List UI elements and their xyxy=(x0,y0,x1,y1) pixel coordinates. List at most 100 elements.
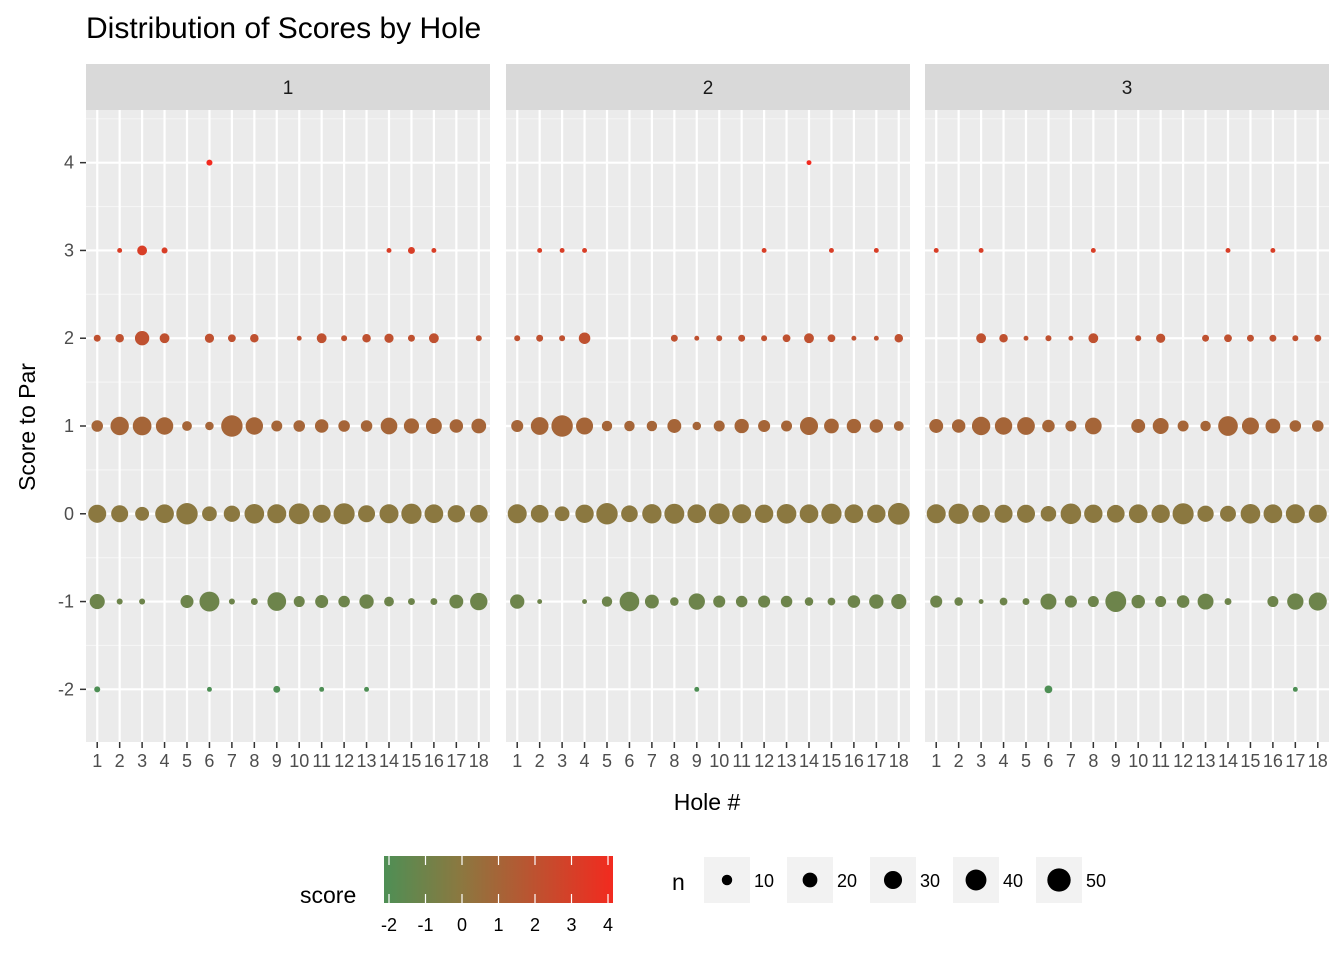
facet-strip xyxy=(506,64,910,110)
data-point xyxy=(536,334,544,342)
data-point xyxy=(776,503,797,524)
data-point xyxy=(88,504,107,523)
x-tick-label: 6 xyxy=(624,751,634,771)
data-point xyxy=(137,245,148,256)
data-point xyxy=(1241,417,1259,435)
size-legend-title: n xyxy=(672,869,685,895)
data-point xyxy=(687,504,707,524)
data-point xyxy=(159,333,170,344)
data-point xyxy=(761,335,768,342)
data-point xyxy=(804,597,814,606)
data-point xyxy=(554,506,570,522)
data-point xyxy=(688,593,705,610)
data-point xyxy=(694,686,700,692)
data-point xyxy=(293,596,305,608)
y-tick-label: -1 xyxy=(58,592,74,612)
data-point xyxy=(1265,418,1281,434)
data-point xyxy=(1022,598,1030,606)
data-point xyxy=(227,334,236,343)
data-point xyxy=(469,504,488,523)
data-point xyxy=(245,417,264,435)
data-point xyxy=(250,333,259,343)
data-point xyxy=(1106,504,1125,523)
data-point xyxy=(180,595,194,609)
data-point xyxy=(1269,334,1277,342)
data-point xyxy=(199,591,220,612)
data-point xyxy=(288,503,310,525)
data-point xyxy=(948,503,969,524)
data-point xyxy=(799,504,819,524)
data-point xyxy=(401,503,422,524)
data-point xyxy=(514,335,521,342)
x-tick-label: 10 xyxy=(1128,751,1148,771)
data-point xyxy=(1263,504,1283,524)
x-tick-label: 3 xyxy=(557,751,567,771)
data-point xyxy=(431,247,437,253)
y-tick-label: -2 xyxy=(58,679,74,699)
data-point xyxy=(646,420,658,432)
x-tick-label: 14 xyxy=(1218,751,1238,771)
data-point xyxy=(338,595,350,608)
data-point xyxy=(1225,247,1231,253)
size-legend-dot xyxy=(721,874,733,886)
data-point xyxy=(471,418,487,434)
x-tick-label: 8 xyxy=(249,751,259,771)
data-point xyxy=(1084,417,1102,435)
data-point xyxy=(1087,596,1099,608)
data-point xyxy=(972,504,990,523)
x-tick-label: 8 xyxy=(1088,751,1098,771)
x-tick-label: 15 xyxy=(1240,751,1260,771)
data-point xyxy=(161,247,168,254)
x-tick-label: 9 xyxy=(272,751,282,771)
x-tick-label: 9 xyxy=(692,751,702,771)
size-legend-label: 30 xyxy=(920,871,940,891)
data-point xyxy=(644,594,659,609)
data-point xyxy=(407,246,415,254)
data-point xyxy=(1197,593,1214,610)
data-point xyxy=(358,505,376,523)
data-point xyxy=(206,686,212,692)
data-point xyxy=(601,420,613,432)
data-point xyxy=(780,595,793,608)
x-tick-label: 7 xyxy=(227,751,237,771)
x-tick-label: 10 xyxy=(709,751,729,771)
data-point xyxy=(1197,505,1214,522)
facet-panel-2: 21 2 3 4 5 6 7 8 9 10 11 12 13 14 15 16 17 18 xyxy=(506,64,910,771)
facet-strip-label: 1 xyxy=(283,78,294,99)
data-point xyxy=(732,504,752,524)
data-point xyxy=(716,335,723,342)
x-tick-label: 3 xyxy=(137,751,147,771)
data-point xyxy=(1131,419,1146,433)
x-tick-label: 5 xyxy=(182,751,192,771)
data-point xyxy=(761,247,767,253)
data-point xyxy=(312,504,331,523)
data-point xyxy=(1042,419,1055,433)
color-legend-label: -1 xyxy=(417,915,433,935)
data-point xyxy=(386,247,392,253)
data-point xyxy=(267,592,287,611)
data-point xyxy=(873,335,879,341)
x-tick-label: 16 xyxy=(424,751,444,771)
data-point xyxy=(94,686,101,693)
size-legend-keys: 10 20 30 40 50 xyxy=(704,857,1106,903)
data-point xyxy=(206,159,213,166)
data-point xyxy=(428,333,439,344)
x-tick-label: 16 xyxy=(844,751,864,771)
y-axis-title: Score to Par xyxy=(14,363,40,491)
x-tick-label: 2 xyxy=(535,751,545,771)
data-point xyxy=(978,247,984,253)
data-point xyxy=(447,505,466,523)
legends: score -2 -1 0 1 2 3 4 n 10 20 30 40 50 xyxy=(300,856,1106,935)
data-point xyxy=(782,334,791,343)
data-point xyxy=(537,599,543,605)
data-point xyxy=(1177,420,1189,432)
data-point xyxy=(827,597,836,606)
data-point xyxy=(559,335,566,342)
color-legend-label: 1 xyxy=(493,915,503,935)
facet-strip-label: 2 xyxy=(703,78,714,99)
data-point xyxy=(1023,335,1029,341)
data-point xyxy=(1040,505,1057,522)
x-tick-label: 6 xyxy=(204,751,214,771)
x-tick-label: 13 xyxy=(357,751,377,771)
